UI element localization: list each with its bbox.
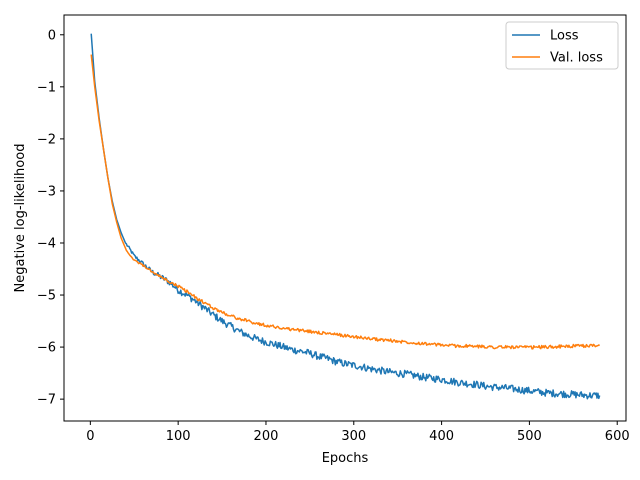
x-axis: 0 100 200 300 400 500 600 [86, 421, 630, 444]
series-line-1 [90, 33, 601, 400]
x-tick-label: 0 [86, 429, 94, 444]
y-tick-label: −2 [37, 132, 56, 147]
y-tick-label: 0 [48, 28, 56, 43]
x-tick-label: 200 [254, 429, 279, 444]
y-tick-label: −3 [37, 184, 56, 199]
y-tick-label: −7 [37, 393, 56, 408]
series-line-2 [90, 54, 601, 350]
x-axis-label: Epochs [322, 451, 369, 466]
x-tick-label: 600 [605, 429, 630, 444]
plot-frame [63, 14, 627, 422]
y-axis: 0 −1 −2 −3 −4 −5 −6 −7 [37, 28, 64, 408]
legend-label: Loss [550, 29, 579, 44]
legend-label: Val. loss [550, 51, 603, 66]
legend: Loss Val. loss [505, 21, 619, 70]
y-tick-label: −6 [37, 341, 56, 356]
y-tick-label: −4 [37, 236, 56, 251]
y-axis-label: Negative log-likelihood [13, 144, 28, 293]
x-tick-label: 500 [517, 429, 542, 444]
x-tick-label: 300 [341, 429, 366, 444]
y-tick-label: −1 [37, 80, 56, 95]
x-tick-label: 100 [166, 429, 191, 444]
y-tick-label: −5 [37, 289, 56, 304]
x-tick-label: 400 [429, 429, 454, 444]
series-layer [90, 33, 601, 400]
